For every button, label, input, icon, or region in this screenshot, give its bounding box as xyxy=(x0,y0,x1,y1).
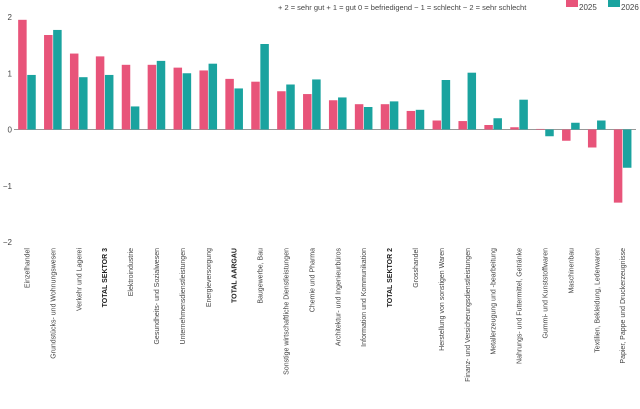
bar-2025 xyxy=(277,91,286,130)
category-labels: Einzelhandel Grundstücks- und Wohnungswes… xyxy=(24,248,627,382)
legend-label-2026: 2026 xyxy=(621,3,639,12)
bar-2025 xyxy=(328,100,338,130)
bar-2026 xyxy=(519,99,528,130)
bar-2026 xyxy=(27,74,36,130)
bar-2025 xyxy=(44,35,53,130)
y-tick-label: 2 xyxy=(8,13,13,22)
category-label: Grosshandel xyxy=(413,248,420,288)
category-label: Maschinenbau xyxy=(568,248,575,294)
y-tick-label: −1 xyxy=(3,182,13,191)
bar-2026 xyxy=(53,29,62,130)
category-label: Papier, Pappe und Druckerzeugnisse xyxy=(620,248,627,364)
category-label: Einzelhandel xyxy=(24,248,31,289)
bar-2025 xyxy=(380,104,390,130)
bar-2026 xyxy=(622,129,632,168)
category-label: Baugewerbe, Bau xyxy=(258,248,265,304)
bar-2026 xyxy=(234,88,243,130)
legend-swatch-2026 xyxy=(608,0,620,7)
bar-2026 xyxy=(389,101,399,130)
bar-2026 xyxy=(286,84,295,130)
bar-2026 xyxy=(467,72,477,130)
category-label: TOTAL AARGAU xyxy=(232,248,239,303)
bars xyxy=(18,19,632,203)
legend-swatch-2025 xyxy=(566,0,578,7)
y-tick-label: 1 xyxy=(8,69,13,78)
bar-2025 xyxy=(173,67,183,130)
bar-2026 xyxy=(79,77,88,130)
y-tick-label: 0 xyxy=(8,126,13,135)
bar-2025 xyxy=(354,104,364,130)
bar-2026 xyxy=(156,60,166,130)
category-label: Energieversorgung xyxy=(206,248,213,307)
bar-2025 xyxy=(18,19,27,130)
category-label: TOTAL SEKTOR 2 xyxy=(387,248,394,307)
bar-2025 xyxy=(95,56,105,130)
bar-2026 xyxy=(545,129,554,137)
category-label: Gesundheits- und Sozialwesen xyxy=(154,248,161,345)
category-label: Chemie und Pharma xyxy=(309,248,316,312)
bar-2025 xyxy=(484,125,493,130)
bar-2026 xyxy=(208,63,218,130)
bar-2025 xyxy=(303,94,312,130)
category-label: Herstellung von sonstigen Waren xyxy=(439,248,446,351)
bar-2026 xyxy=(130,106,140,130)
category-label: Architektur- und Ingenieurbüros xyxy=(335,248,342,347)
category-label: Finanz- und Versicherungsdienstleistunge… xyxy=(465,248,472,382)
y-axis-labels: 2 1 0 −1 −2 xyxy=(3,13,13,247)
bar-2025 xyxy=(69,53,79,130)
y-tick-label: −2 xyxy=(3,238,13,247)
bar-2026 xyxy=(260,44,269,130)
bar-2025 xyxy=(432,120,442,130)
legend-label-2025: 2025 xyxy=(579,3,597,12)
category-label: Nahrungs- und Futtermittel, Getränke xyxy=(517,248,524,364)
legend: 2025 2026 xyxy=(566,0,639,12)
category-label: Sonstige wirtschaftliche Dienstleistunge… xyxy=(283,248,290,375)
category-label: TOTAL SEKTOR 3 xyxy=(102,248,109,307)
bar-2025 xyxy=(406,110,416,130)
category-label: Elektroindustrie xyxy=(128,248,135,296)
bar-2026 xyxy=(441,80,451,130)
bar-2025 xyxy=(536,128,545,130)
bar-2026 xyxy=(363,107,373,130)
bar-2026 xyxy=(597,120,606,130)
bar-2026 xyxy=(182,73,192,130)
bar-2025 xyxy=(251,81,260,130)
category-label: Verkehr und Lagerei xyxy=(76,248,83,311)
category-label: Grundstücks- und Wohnungswesen xyxy=(50,248,57,359)
bar-2025 xyxy=(613,129,623,203)
bar-2025 xyxy=(587,129,597,148)
bar-2025 xyxy=(199,70,208,130)
scale-note: + 2 = sehr gut + 1 = gut 0 = befriedigen… xyxy=(278,3,527,12)
category-label: Unternehmensdienstleistungen xyxy=(180,248,187,345)
bar-2025 xyxy=(458,121,467,130)
bar-2025 xyxy=(225,78,234,130)
category-label: Information und Kommunikation xyxy=(361,248,368,347)
bar-2026 xyxy=(338,97,347,130)
category-label: Gummi- und Kunststoffwaren xyxy=(542,248,549,339)
bar-2026 xyxy=(104,74,114,130)
bar-2026 xyxy=(415,109,425,130)
bar-2025 xyxy=(562,129,571,141)
bar-2026 xyxy=(493,118,502,130)
bar-2026 xyxy=(312,79,321,130)
category-label: Textilien, Bekleidung, Lederwaren xyxy=(594,248,601,353)
bar-2025 xyxy=(147,64,157,130)
bar-2025 xyxy=(510,127,519,130)
bar-2026 xyxy=(571,122,580,130)
bar-2025 xyxy=(121,64,131,130)
category-label: Metallerzeugung und -bearbeitung xyxy=(491,248,498,355)
